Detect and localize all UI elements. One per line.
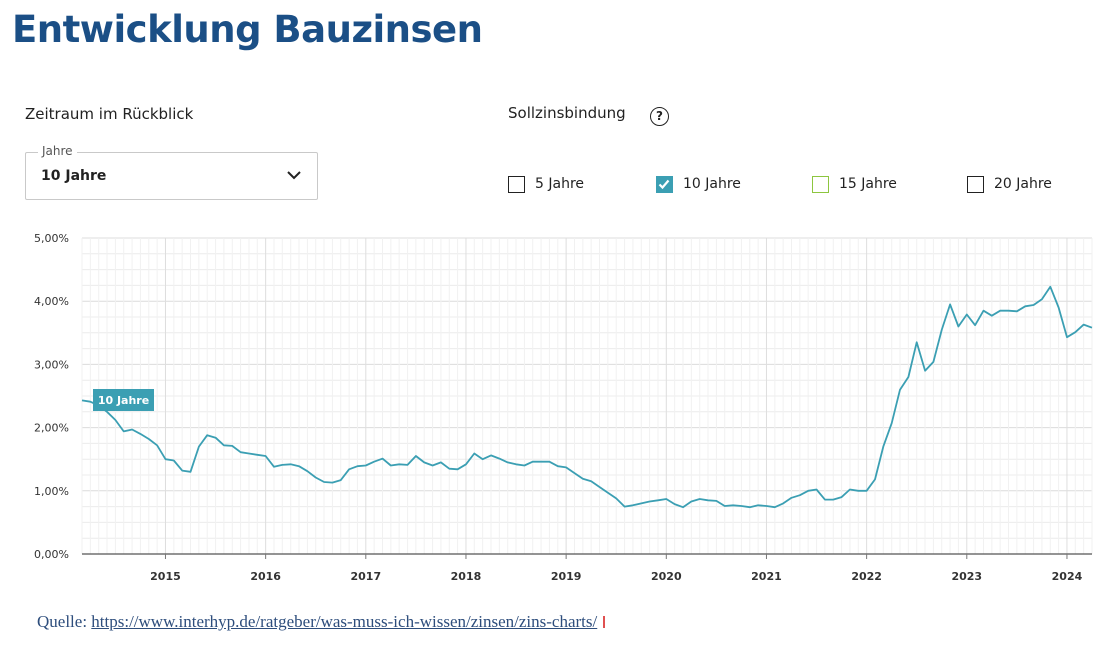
source-line: Quelle: https://www.interhyp.de/ratgeber… [37, 612, 606, 632]
help-icon[interactable]: ? [650, 107, 669, 126]
x-tick-label: 2023 [951, 570, 982, 583]
series-line-10-jahre [81, 285, 1093, 509]
y-tick-label: 3,00% [34, 358, 69, 371]
checkbox-20-jahre-box[interactable] [967, 175, 984, 193]
checkbox-20-jahre[interactable]: 20 Jahre [967, 174, 1052, 194]
x-tick-label: 2020 [651, 570, 682, 583]
x-tick-label: 2018 [451, 570, 482, 583]
x-tick-label: 2017 [350, 570, 381, 583]
page-title: Entwicklung Bauzinsen [12, 8, 483, 51]
period-select[interactable]: Jahre 10 Jahre [25, 144, 318, 200]
chevron-down-icon [287, 171, 301, 180]
y-tick-label: 4,00% [34, 295, 69, 308]
period-select-legend: Jahre [38, 144, 77, 158]
series-badge [93, 389, 154, 411]
checkbox-15-jahre-label: 15 Jahre [839, 176, 897, 192]
period-select-value: 10 Jahre [41, 168, 107, 184]
fixation-label: Sollzinsbindung [508, 104, 626, 122]
checkbox-15-jahre-box[interactable] [812, 175, 829, 193]
checkbox-5-jahre-label: 5 Jahre [535, 176, 584, 192]
checkbox-20-jahre-label: 20 Jahre [994, 176, 1052, 192]
x-tick-label: 2015 [150, 570, 181, 583]
x-tick-label: 2016 [250, 570, 281, 583]
x-tick-label: 2022 [851, 570, 882, 583]
source-prefix: Quelle: [37, 612, 92, 631]
y-tick-label: 2,00% [34, 422, 69, 435]
checkbox-10-jahre-box[interactable] [656, 175, 673, 193]
y-tick-label: 5,00% [34, 232, 69, 245]
x-tick-label: 2019 [551, 570, 582, 583]
checkbox-15-jahre[interactable]: 15 Jahre [812, 174, 897, 194]
period-label: Zeitraum im Rückblick [25, 105, 194, 123]
check-icon [658, 179, 670, 189]
checkbox-10-jahre-label: 10 Jahre [683, 176, 741, 192]
source-link[interactable]: https://www.interhyp.de/ratgeber/was-mus… [91, 612, 598, 631]
checkbox-5-jahre-box[interactable] [508, 175, 525, 193]
x-tick-label: 2024 [1052, 570, 1083, 583]
y-tick-label: 1,00% [34, 485, 69, 498]
x-tick-label: 2021 [751, 570, 782, 583]
checkbox-5-jahre[interactable]: 5 Jahre [508, 174, 584, 194]
checkbox-10-jahre[interactable]: 10 Jahre [656, 174, 741, 194]
y-tick-label: 0,00% [34, 548, 69, 561]
series-badge-label: 10 Jahre [98, 394, 149, 407]
interest-rate-chart: 0,00% 1,00% 2,00% 3,00% 4,00% 5,00% 2015 2016 20… [34, 232, 1093, 583]
source-mark [603, 616, 606, 628]
